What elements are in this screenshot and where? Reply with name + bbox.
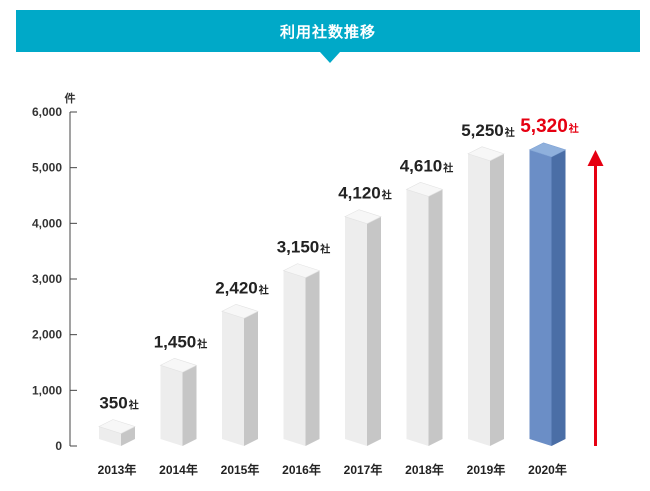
- data-label: 4,120社: [338, 184, 392, 203]
- bar-side-face: [305, 270, 320, 446]
- banner-pointer: [320, 52, 340, 63]
- data-label: 5,250社: [461, 121, 515, 140]
- bar-front-face: [468, 153, 490, 446]
- bar-side-face: [490, 153, 504, 446]
- bar-side-face: [367, 216, 381, 446]
- bar-top-face: [159, 357, 198, 373]
- x-tick-label: 2015年: [221, 462, 260, 477]
- bar: [528, 142, 567, 446]
- bar-side-face: [428, 189, 443, 447]
- bar-front-face: [345, 216, 367, 446]
- chart-title: 利用社数推移: [279, 23, 376, 41]
- y-tick-label: 4,000: [32, 216, 62, 230]
- bar-front-face: [529, 149, 552, 446]
- y-tick-label: 3,000: [32, 272, 62, 286]
- bar-front-face: [222, 311, 244, 446]
- bar-side-face: [551, 149, 566, 446]
- x-tick-label: 2020年: [528, 462, 567, 477]
- bar: [159, 357, 198, 446]
- data-label: 5,320社: [520, 116, 579, 137]
- data-label: 1,450社: [154, 332, 208, 351]
- y-tick-label: 0: [55, 439, 62, 453]
- x-tick-label: 2016年: [282, 462, 321, 477]
- x-tick-label: 2014年: [159, 462, 198, 477]
- bar-top-face: [221, 303, 259, 319]
- bar: [221, 303, 259, 446]
- y-tick-label: 2,000: [32, 328, 62, 342]
- y-tick-label: 5,000: [32, 161, 62, 175]
- bar-top-face: [528, 142, 567, 158]
- bar-top-face: [467, 146, 505, 162]
- bar: [282, 263, 321, 446]
- bar-front-face: [160, 365, 183, 446]
- data-label: 3,150社: [277, 238, 331, 257]
- data-label: 4,610社: [400, 156, 454, 175]
- value-labels: 350社 1,450社 2,420社 3,150社 4,120社 4,610社 5,250社…: [99, 116, 578, 413]
- bar-side-face: [121, 426, 135, 446]
- x-axis-labels: 2013年 2014年 2015年 2016年 2017年 2018年 2019年 2020年: [98, 462, 567, 477]
- bar: [344, 209, 382, 446]
- bar-front-face: [283, 270, 306, 446]
- bars: [98, 142, 567, 447]
- bar-top-face: [282, 263, 321, 278]
- y-tick-label: 1,000: [32, 383, 62, 397]
- bar-top-face: [344, 209, 382, 224]
- data-label: 2,420社: [215, 278, 269, 297]
- bar-front-face: [99, 426, 121, 446]
- x-tick-label: 2013年: [98, 462, 137, 477]
- bar: [467, 146, 505, 446]
- bar-top-face: [405, 182, 444, 197]
- y-axis-unit-label: 件: [65, 91, 76, 105]
- x-tick-label: 2018年: [405, 462, 444, 477]
- x-tick-label: 2019年: [467, 462, 506, 477]
- bar: [98, 419, 136, 446]
- chart-title-banner: 利用社数推移: [16, 10, 640, 52]
- y-tick-label: 6,000: [32, 105, 62, 119]
- growth-arrow-icon: [587, 150, 604, 446]
- data-label: 350社: [99, 394, 138, 413]
- bar: [405, 182, 444, 447]
- bar-top-face: [98, 419, 136, 434]
- bar-front-face: [406, 189, 429, 447]
- bar-side-face: [182, 365, 197, 446]
- bar-side-face: [244, 311, 258, 446]
- x-tick-label: 2017年: [344, 462, 383, 477]
